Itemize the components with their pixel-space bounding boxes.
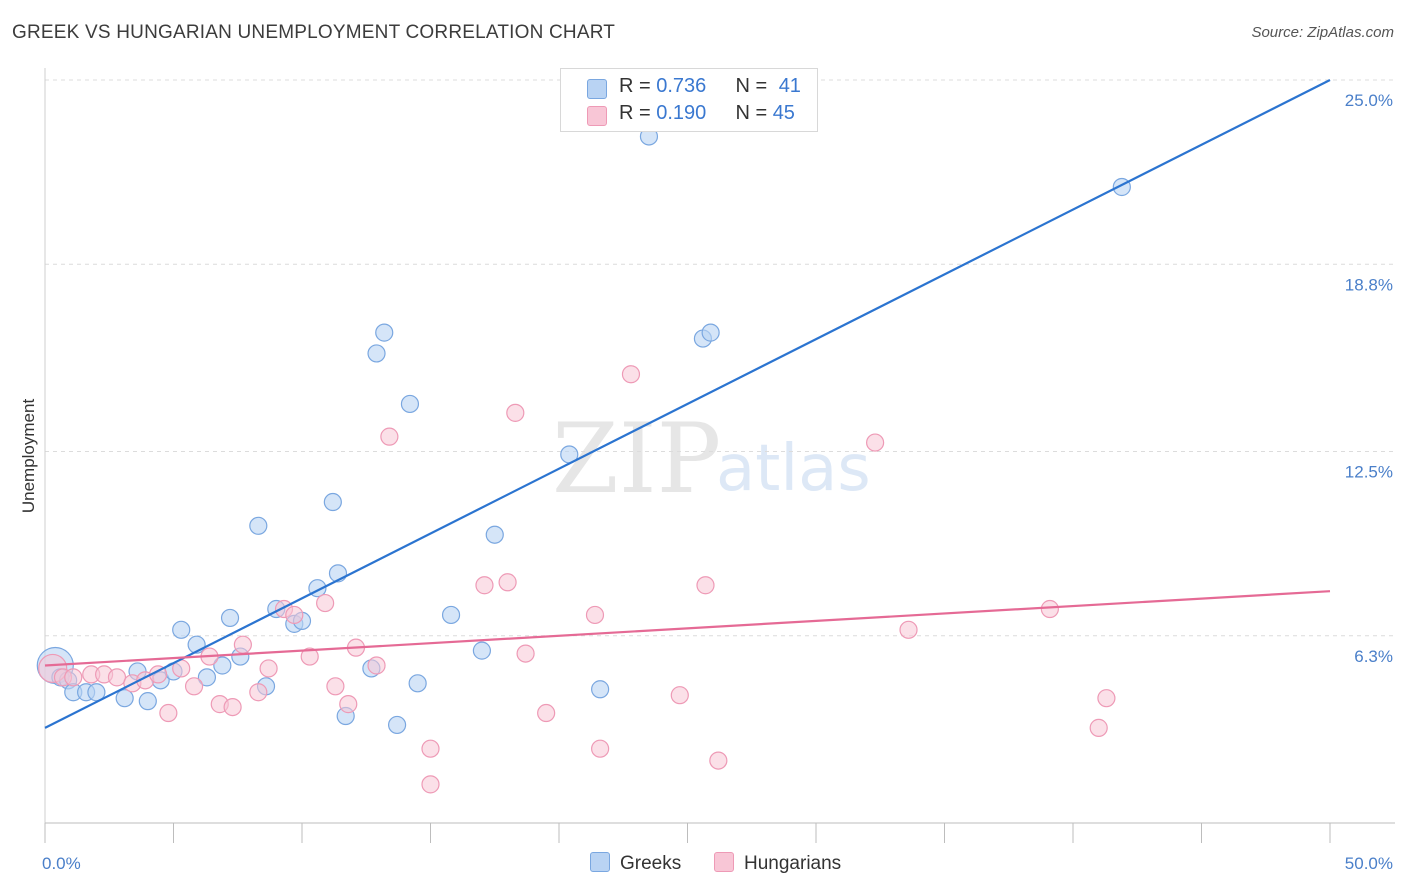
hungarians-point [866,433,885,452]
hungarians-n-value: 45 [772,102,795,124]
greeks-point [249,516,268,535]
greeks-point [400,394,420,414]
greeks-point [375,323,394,342]
hungarians-point [339,695,358,714]
hungarians-point [380,427,399,446]
greeks-point [387,715,407,735]
hungarians-point [367,656,386,675]
watermark-atlas: atlas [716,432,871,506]
chart-title: GREEK VS HUNGARIAN UNEMPLOYMENT CORRELAT… [12,22,616,43]
hungarians-point [498,573,517,592]
greeks-point [220,608,240,628]
greeks-point [441,605,461,625]
greeks-point [213,656,232,675]
y-tick-labels: 6.3% 12.5% 18.8% 25.0% [1345,91,1393,666]
hungarians-point [233,635,252,654]
hungarians-point [621,365,641,384]
hungarians-point [1040,599,1059,619]
hungarians-point [506,403,525,422]
x-tick-label-min: 0.0% [42,854,81,873]
x-tick-labels: 0.0% 50.0% [42,854,1393,873]
greeks-r-label: R = [619,75,657,97]
hungarians-r-label: R = [619,102,657,124]
watermark: ZIP atlas [552,403,871,515]
greeks-point [408,674,427,693]
hungarians-point [300,647,319,666]
hungarians-point [326,677,345,696]
hungarians-legend-swatch [714,852,734,872]
greeks-point [591,680,610,699]
grid-lines [45,79,1395,637]
hungarians-point [696,576,715,595]
greeks-r-value: 0.736 [656,75,707,97]
hungarians-point [475,576,494,595]
greeks-point [367,344,386,363]
greeks-point [485,525,504,544]
greeks-trend-line [44,79,1331,729]
hungarians-point [585,605,605,625]
y-axis-label: Unemployment [19,399,38,514]
greeks-legend-swatch [590,852,610,872]
hungarians-point [184,677,204,696]
hungarians-point [159,703,178,723]
greeks-n-value: 41 [778,75,801,97]
correlation-legend: R = 0.736 N = 41 R = 0.190 N = 45 [560,68,818,132]
bottom-legend-greeks: Greeks [590,852,681,875]
y-tick-label: 18.8% [1345,275,1393,294]
hungarians-point [316,593,335,613]
hungarians-point [1097,689,1116,708]
hungarians-point [670,686,689,705]
greeks-n-label: N = [735,75,773,97]
greeks-point [323,492,342,512]
greeks-point [472,641,491,660]
hungarians-point [1089,718,1108,737]
greeks-point [172,620,191,639]
hungarians-swatch [587,106,607,126]
hungarians-point [709,751,728,770]
hungarians-point [285,605,304,625]
hungarians-point [223,697,242,717]
hungarians-point [591,739,610,758]
greeks-point [197,668,217,687]
hungarians-point [537,703,556,723]
y-tick-label: 12.5% [1345,463,1393,482]
greeks-point [138,692,157,711]
hungarians-point [64,668,83,687]
hungarians-r-value: 0.190 [656,102,707,124]
hungarians-point [259,659,278,678]
hungarians-point [421,739,440,758]
greeks-legend-label: Greeks [620,853,682,874]
hungarians-point [899,620,918,639]
y-tick-label: 6.3% [1354,647,1393,666]
hungarians-point [107,668,127,687]
axes [44,68,1395,843]
hungarians-point [516,644,535,663]
hungarians-point [421,775,440,794]
hungarians-point [249,683,268,702]
bottom-legend-hungarians: Hungarians [714,852,841,875]
greeks-point [87,683,106,702]
y-tick-label: 25.0% [1345,91,1393,110]
hungarians-n-label: N = [735,102,773,124]
greeks-swatch [587,79,607,99]
greeks-point [115,689,134,708]
hungarians-trend-line [44,590,1331,667]
greeks-point [701,323,720,342]
hungarians-legend-label: Hungarians [744,853,842,874]
source-label: Source: ZipAtlas.com [1251,24,1394,41]
trend-lines [44,79,1331,729]
x-tick-label-max: 50.0% [1345,854,1393,873]
